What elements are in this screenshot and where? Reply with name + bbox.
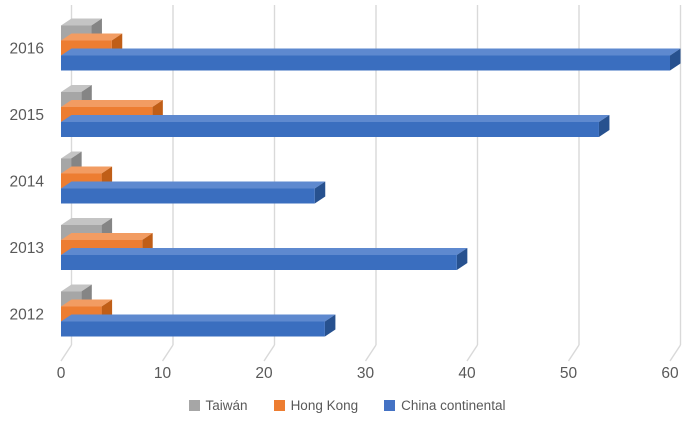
bar-China continental-2013 [61, 248, 468, 270]
gridline-foot [161, 344, 174, 362]
bar-top-face [61, 100, 163, 107]
gridline-foot [364, 344, 377, 362]
x-tick-label: 50 [560, 365, 578, 382]
bar-top-face [61, 18, 102, 26]
bar-China continental-2014 [61, 181, 326, 204]
bar-top-face [61, 284, 92, 292]
bar-front-face [61, 188, 315, 204]
x-tick-label: 10 [154, 365, 172, 382]
bar-front-face [61, 55, 670, 71]
y-axis-label: 2013 [10, 240, 44, 257]
gridline-foot [669, 344, 682, 362]
bar-front-face [61, 122, 599, 137]
bar-top-face [61, 181, 326, 189]
legend-label-taiwan: Taiwán [205, 398, 248, 413]
bar-front-face [61, 321, 325, 337]
bar-Taiwán-2015 [61, 85, 92, 107]
bar-side-face [670, 48, 681, 71]
x-tick-label: 40 [458, 365, 476, 382]
bar-side-face [324, 314, 336, 337]
y-axis-label: 2014 [10, 174, 45, 191]
chart-svg: 2016 2015 2014 2013 2012 0 10 20 30 40 50 60 [10, 5, 682, 382]
bar-top-face [61, 166, 113, 174]
bar-top-face [61, 85, 92, 92]
bar-top-face [61, 33, 123, 41]
bar-front-face [61, 158, 72, 174]
x-tick-label: 60 [661, 365, 679, 382]
legend: Taiwán Hong Kong China continental [0, 399, 694, 413]
bar-top-face [61, 151, 82, 159]
y-axis-label: 2012 [10, 307, 44, 324]
legend-item-china-continental: China continental [384, 399, 505, 413]
bar-top-face [61, 218, 113, 225]
bar-side-face [314, 181, 326, 204]
bar-top-face [61, 48, 681, 56]
legend-swatch-china-continental [384, 400, 396, 412]
bar-top-face [61, 115, 610, 122]
x-tick-label: 30 [357, 365, 375, 382]
bar-China continental-2016 [61, 48, 681, 71]
bar-front-face [61, 255, 457, 270]
gridline-foot [263, 344, 276, 362]
x-tick-label: 0 [57, 365, 66, 382]
legend-swatch-taiwan [188, 400, 200, 412]
y-axis-label: 2015 [10, 107, 44, 124]
bar-side-face [598, 115, 610, 137]
bar-top-face [61, 314, 336, 322]
gridline-foot [567, 344, 580, 362]
bar-China continental-2015 [61, 115, 610, 137]
y-axis-label: 2016 [10, 41, 44, 58]
bar-China continental-2012 [61, 314, 336, 337]
x-tick-label: 20 [255, 365, 273, 382]
bar-side-face [456, 248, 468, 270]
gridline-foot [60, 344, 73, 362]
legend-item-taiwan: Taiwán [188, 398, 248, 413]
bar-top-face [61, 233, 153, 240]
gridline-foot [466, 344, 479, 362]
legend-swatch-hong-kong [273, 400, 285, 412]
legend-label-hong-kong: Hong Kong [290, 398, 359, 413]
legend-label-china-continental: China continental [401, 398, 506, 413]
bar-top-face [61, 248, 468, 255]
legend-item-hong-kong: Hong Kong [273, 398, 359, 413]
bar-top-face [61, 299, 113, 307]
